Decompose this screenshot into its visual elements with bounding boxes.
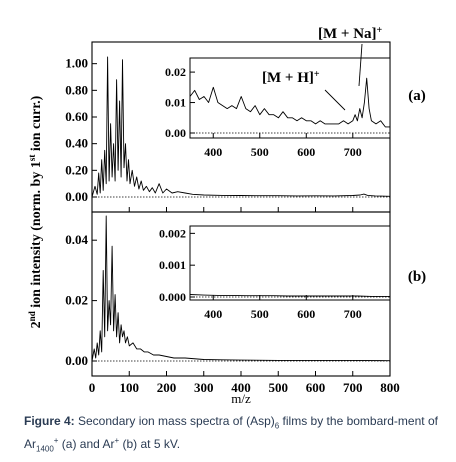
panel-a-plot: 0.00 0.20 0.40 0.60 0.80 1.00 (65, 56, 391, 212)
panel-a-y-tick-label: 0.80 (65, 82, 88, 97)
panel-a-series-line (91, 56, 391, 198)
panel-b-x-tick-label: 100 (120, 380, 140, 395)
inset-a-x-tick-label: 400 (204, 145, 222, 159)
inset-b-series-line (189, 294, 390, 297)
inset-b-y-tick-label: 0.000 (159, 290, 186, 304)
inset-a-plot: 0.00 0.01 0.02 400 500 600 700 (165, 65, 390, 159)
panel-b-series-line (91, 215, 391, 362)
panel-b-x-tick-label: 200 (157, 380, 177, 395)
panel-b-y-tick-label: 0.00 (65, 353, 88, 368)
panel-b-label: (b) (408, 269, 426, 285)
inset-b-x-tick-label: 600 (297, 307, 315, 321)
inset-a-series-line (189, 77, 390, 128)
panel-a-y-tick-label: 0.20 (65, 162, 88, 177)
panel-a-y-tick-label: 0.00 (65, 189, 88, 204)
inset-a-x-tick-label: 700 (344, 145, 362, 159)
x-axis-label: m/z (231, 391, 251, 405)
inset-b-x-tick-label: 400 (204, 307, 222, 321)
panel-b-x-tick-label: 600 (306, 380, 326, 395)
inset-b-plot: 0.000 0.001 0.002 400 500 600 700 (159, 226, 390, 321)
inset-a-y-tick-label: 0.02 (165, 65, 186, 79)
panel-b-x-tick-label: 0 (89, 380, 96, 395)
annotation-m-h: [M + H]+ (262, 69, 320, 87)
annotation-m-na: [M + Na]+ (318, 25, 383, 43)
inset-b-y-tick-label: 0.002 (159, 226, 186, 240)
figure-caption: Figure 4: Secondary ion mass spectra of … (24, 414, 438, 454)
panel-b-y-tick-label: 0.02 (65, 293, 88, 308)
inset-a-y-tick-label: 0.00 (165, 126, 186, 140)
panel-b-x-tick-label: 300 (194, 380, 214, 395)
panel-b-x-tick-label: 800 (380, 380, 400, 395)
inset-a-frame (189, 57, 391, 139)
inset-a-y-tick-label: 0.01 (165, 96, 186, 110)
panel-b-plot: 0.00 0.02 0.04 0 100 200 300 400 500 600 700 800 (65, 215, 400, 395)
inset-a-x-tick-label: 600 (297, 145, 315, 159)
panel-a-y-tick-label: 0.60 (65, 109, 88, 124)
y-axis-label: 2nd ion intensity (norm. by 1st ion curr… (27, 95, 44, 328)
panel-b-x-tick-label: 500 (269, 380, 289, 395)
inset-a-x-tick-label: 500 (251, 145, 269, 159)
panel-b-x-tick-label: 400 (231, 380, 251, 395)
inset-b-x-tick-label: 500 (251, 307, 269, 321)
panel-a-y-tick-label: 0.40 (65, 136, 88, 151)
inset-b-y-tick-label: 0.001 (159, 258, 186, 272)
panel-b-x-tick-label: 700 (343, 380, 363, 395)
inset-b-x-tick-label: 700 (344, 307, 362, 321)
annotation-m-h-pointer (324, 89, 346, 111)
spectra-figure: 0.00 0.20 0.40 0.60 0.80 1.00 0.00 0.01 0.02 400… (27, 25, 426, 406)
panel-a-label: (a) (408, 88, 426, 104)
inset-b-frame (189, 225, 391, 301)
annotation-m-na-pointer (358, 43, 363, 87)
panel-b-y-tick-label: 0.04 (65, 232, 88, 247)
panel-a-y-tick-label: 1.00 (65, 56, 88, 71)
